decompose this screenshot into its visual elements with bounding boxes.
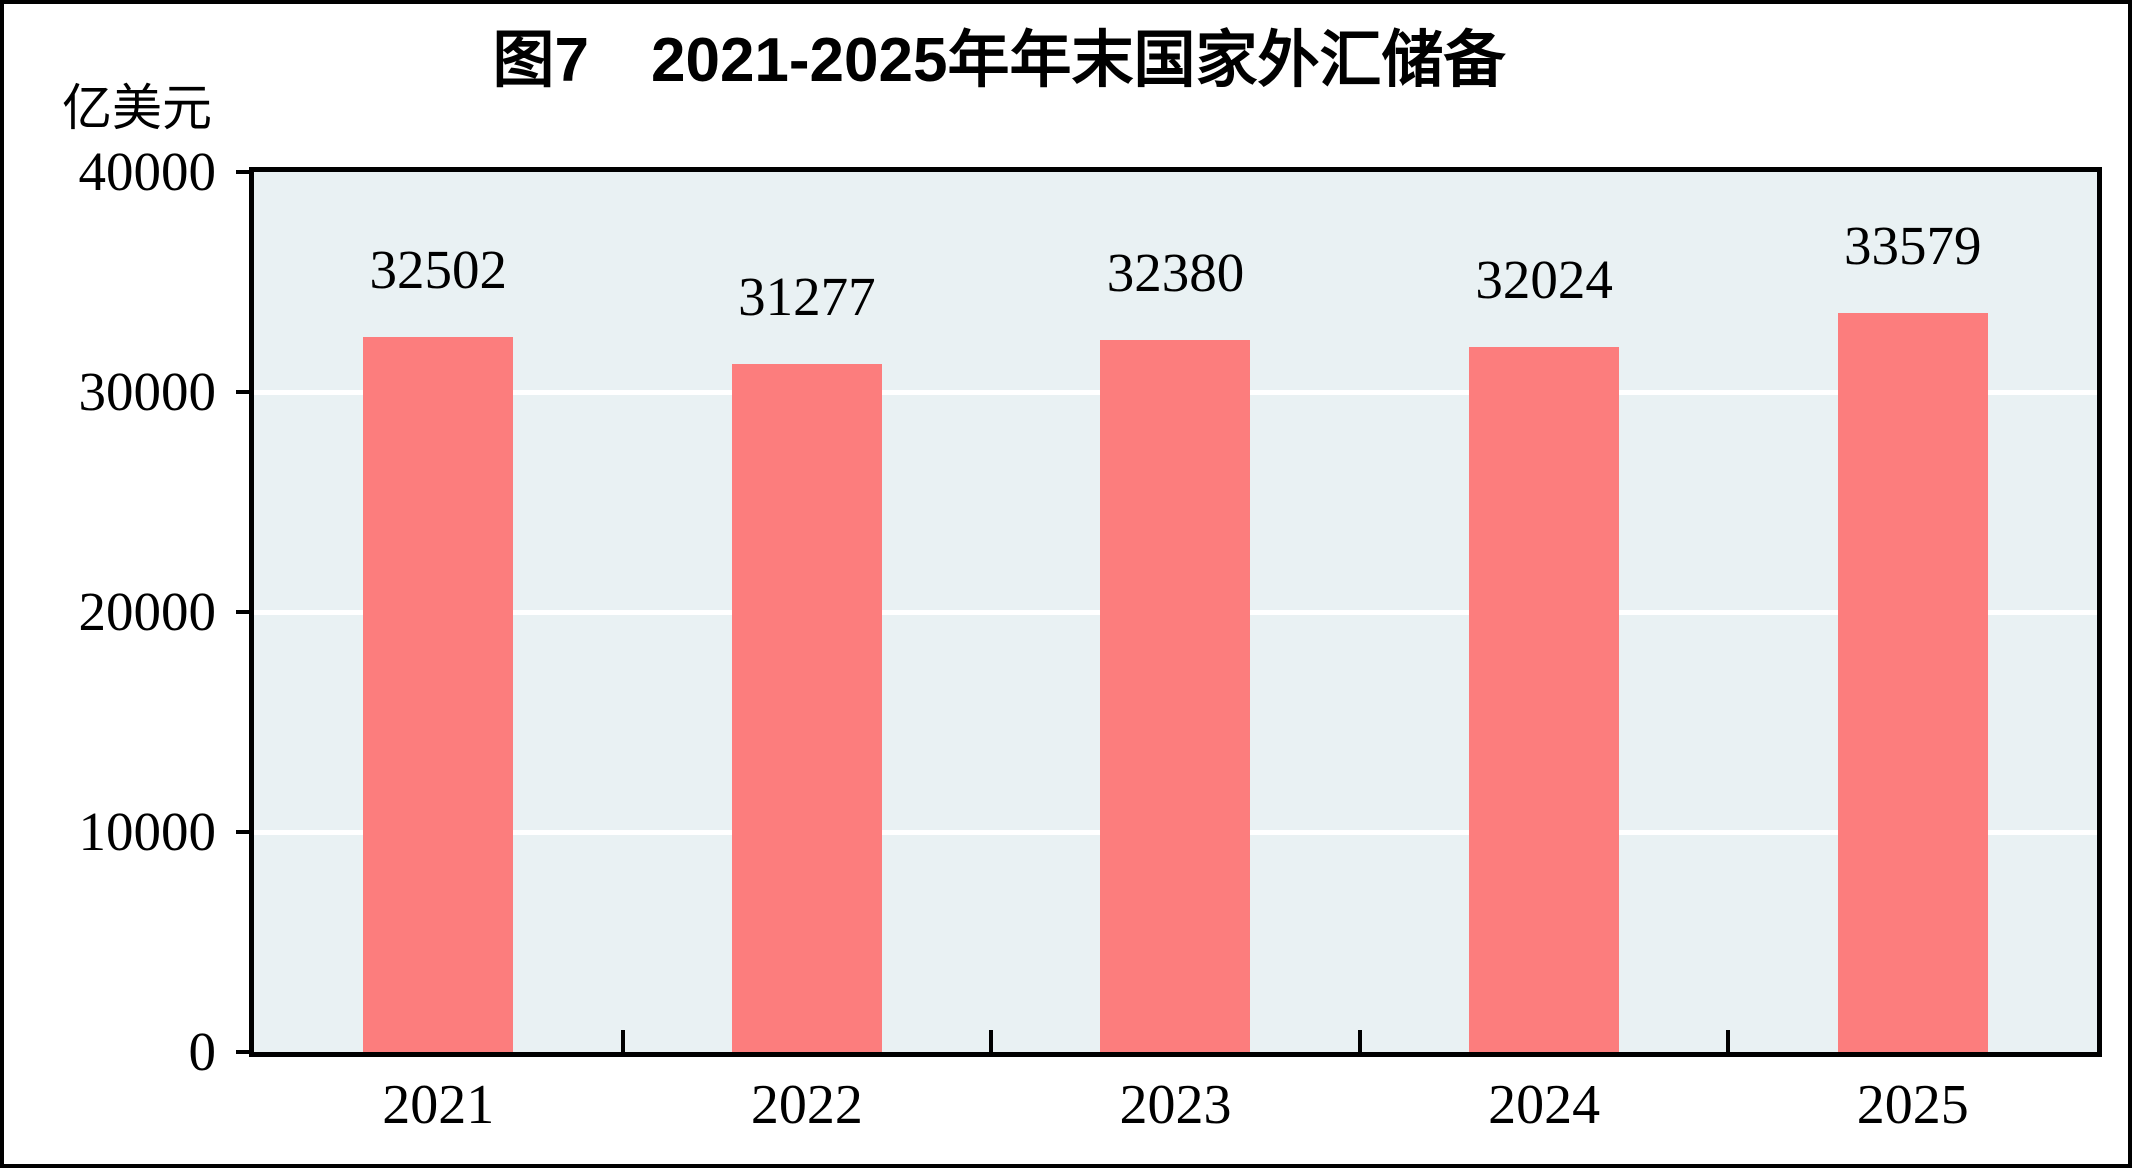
y-tick-label-0: 0	[188, 1021, 217, 1082]
bar-2024	[1469, 347, 1620, 1052]
x-tick-mark-4	[1726, 1030, 1731, 1052]
y-axis-unit-label: 亿美元	[62, 80, 212, 136]
x-label-2022: 2022	[750, 1074, 863, 1136]
bar-slot-2022: 31277	[623, 172, 992, 1052]
y-tick-label-20000: 20000	[78, 581, 217, 642]
bar-value-label-2025: 33579	[1843, 215, 1982, 277]
x-axis-labels: 2021 2022 2023 2024 2025	[254, 1074, 2097, 1144]
y-tick-mark-0	[236, 1050, 251, 1054]
x-label-2024: 2024	[1488, 1074, 1601, 1136]
bar-slot-2025: 33579	[1728, 172, 2097, 1052]
bar-slot-2024: 32024	[1360, 172, 1729, 1052]
y-tick-label-10000: 10000	[78, 801, 217, 862]
x-tick-mark-3	[1357, 1030, 1362, 1052]
x-label-2021: 2021	[382, 1074, 495, 1136]
bar-2025	[1837, 313, 1988, 1052]
bar-value-label-2023: 32380	[1106, 241, 1245, 303]
y-tick-mark-40000	[236, 170, 251, 174]
bar-slot-2023: 32380	[991, 172, 1360, 1052]
y-tick-label-30000: 30000	[78, 361, 217, 422]
plot-area: 32502 31277 32380 32024 33579	[249, 167, 2102, 1057]
x-label-2023: 2023	[1119, 1074, 1232, 1136]
x-tick-mark-1	[620, 1030, 625, 1052]
x-tick-mark-2	[989, 1030, 994, 1052]
y-tick-mark-10000	[236, 830, 251, 834]
bar-slot-2021: 32502	[254, 172, 623, 1052]
y-tick-mark-20000	[236, 610, 251, 614]
bar-value-label-2024: 32024	[1475, 249, 1613, 311]
y-tick-mark-30000	[236, 390, 251, 394]
bar-value-label-2022: 31277	[738, 265, 876, 327]
x-label-2025: 2025	[1856, 1074, 1969, 1136]
bar-2022	[731, 363, 882, 1052]
bar-2023	[1100, 339, 1251, 1052]
bar-value-label-2021: 32502	[369, 238, 508, 300]
chart-title: 图7 2021-2025年年末国家外汇储备	[492, 26, 1506, 95]
bar-2021	[363, 336, 514, 1052]
y-tick-label-40000: 40000	[78, 141, 217, 202]
